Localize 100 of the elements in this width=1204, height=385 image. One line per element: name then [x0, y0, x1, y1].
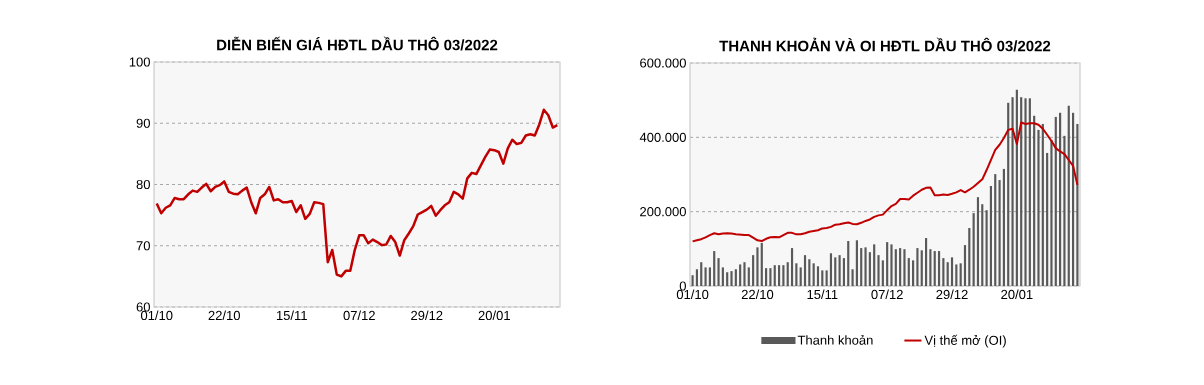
- bar: [1050, 139, 1053, 286]
- bar: [959, 263, 962, 286]
- x-tick-label: 01/10: [676, 289, 709, 300]
- bar: [756, 247, 759, 286]
- bar: [726, 272, 729, 286]
- x-tick-label: 15/11: [276, 310, 307, 321]
- bar: [816, 266, 820, 286]
- bar: [950, 257, 954, 286]
- bar: [1054, 116, 1057, 286]
- bar: [972, 213, 975, 286]
- bar: [981, 204, 984, 286]
- bar: [916, 248, 919, 286]
- bar: [873, 244, 876, 286]
- bar: [747, 267, 750, 286]
- bar: [903, 249, 906, 286]
- bar: [1063, 135, 1066, 286]
- x-tick-label: 20/01: [478, 310, 510, 321]
- bar: [963, 245, 967, 286]
- bar: [851, 269, 854, 286]
- bar: [808, 259, 811, 286]
- bar: [907, 258, 910, 286]
- bar: [933, 251, 936, 286]
- x-tick-label: 07/12: [871, 289, 903, 300]
- bar: [773, 265, 776, 286]
- x-tick-label: 29/12: [936, 289, 968, 300]
- bar: [1041, 123, 1044, 286]
- y-tick-label: 400.000: [639, 132, 686, 142]
- bar: [777, 265, 781, 286]
- bar: [1024, 98, 1027, 286]
- bar: [799, 267, 802, 286]
- bar: [1033, 115, 1036, 286]
- bar: [868, 252, 871, 286]
- bar: [877, 255, 880, 286]
- bar: [886, 242, 889, 286]
- bar: [855, 240, 858, 286]
- bar: [743, 262, 746, 286]
- bar: [717, 258, 720, 286]
- y-tick-label: 0: [679, 281, 686, 291]
- bar: [769, 268, 772, 286]
- bar: [821, 270, 824, 286]
- bar: [860, 248, 863, 286]
- bar: [1028, 98, 1031, 286]
- bar: [1067, 105, 1070, 286]
- bar: [812, 263, 815, 286]
- bar: [760, 242, 763, 286]
- y-tick-label: 600.000: [640, 58, 686, 68]
- x-tick-label: 07/12: [343, 310, 375, 321]
- x-tick-label: 15/11: [807, 289, 838, 300]
- bar: [994, 174, 997, 286]
- bar: [968, 228, 971, 286]
- bar: [989, 186, 993, 286]
- bar: [1011, 97, 1014, 286]
- bar: [998, 180, 1001, 286]
- x-tick-label: 22/10: [741, 289, 774, 300]
- bar: [920, 250, 923, 286]
- bar: [937, 251, 941, 286]
- y-tick-label: 80: [136, 179, 150, 190]
- bar: [985, 210, 988, 286]
- bar: [786, 262, 789, 286]
- y-tick-label: 60: [136, 302, 150, 312]
- chart-title: THANH KHOẢN VÀ OI HĐTL DẦU THÔ 03/2022: [719, 37, 1051, 52]
- legend-label: Vị thế mở (OI): [924, 334, 1006, 348]
- bar: [847, 241, 850, 286]
- bar: [782, 265, 785, 286]
- bar: [730, 271, 733, 286]
- bar: [946, 262, 949, 286]
- bar: [704, 267, 707, 286]
- y-tick-label: 200.000: [640, 207, 686, 217]
- bar: [721, 267, 724, 286]
- bar: [942, 258, 945, 286]
- legend-label: Thanh khoản: [797, 334, 873, 345]
- x-tick-label: 20/01: [1001, 289, 1033, 300]
- bar: [829, 253, 833, 286]
- bar: [825, 270, 828, 286]
- bar: [912, 260, 915, 286]
- bar: [842, 258, 846, 286]
- bar: [894, 249, 897, 286]
- bar: [691, 275, 694, 286]
- bar: [1046, 152, 1049, 286]
- bar: [739, 264, 742, 286]
- bar: [899, 248, 902, 286]
- bar: [834, 257, 837, 286]
- bar: [765, 268, 768, 286]
- bar: [881, 260, 884, 286]
- bar: [734, 269, 737, 286]
- y-tick-label: 90: [136, 118, 150, 128]
- bar: [708, 267, 711, 286]
- bar: [924, 238, 928, 286]
- bar: [803, 255, 807, 286]
- bar: [752, 255, 755, 286]
- bar: [838, 255, 841, 286]
- bar: [976, 197, 980, 286]
- bar: [790, 248, 794, 286]
- bar: [1002, 168, 1005, 286]
- x-tick-label: 01/10: [140, 310, 173, 321]
- y-tick-label: 100: [129, 57, 150, 67]
- bar: [1059, 112, 1062, 286]
- bar: [1007, 102, 1010, 286]
- x-tick-label: 29/12: [411, 310, 443, 321]
- bar: [713, 251, 716, 286]
